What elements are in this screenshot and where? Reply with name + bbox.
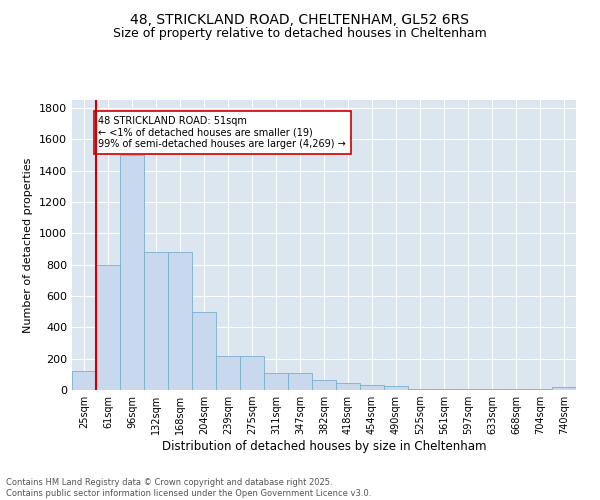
Text: 48, STRICKLAND ROAD, CHELTENHAM, GL52 6RS: 48, STRICKLAND ROAD, CHELTENHAM, GL52 6R…: [131, 12, 470, 26]
Bar: [528, 389, 552, 390]
Bar: [552, 387, 576, 390]
Bar: [408, 389, 432, 390]
Bar: [72, 371, 96, 390]
Bar: [504, 389, 528, 390]
Y-axis label: Number of detached properties: Number of detached properties: [23, 158, 34, 332]
Bar: [432, 389, 456, 390]
Bar: [480, 389, 504, 390]
Bar: [168, 252, 192, 390]
Bar: [456, 389, 480, 390]
Bar: [312, 380, 336, 390]
Text: 48 STRICKLAND ROAD: 51sqm
← <1% of detached houses are smaller (19)
99% of semi-: 48 STRICKLAND ROAD: 51sqm ← <1% of detac…: [98, 116, 346, 149]
Bar: [336, 383, 360, 390]
Bar: [216, 356, 240, 390]
Bar: [360, 386, 384, 390]
Bar: [384, 386, 408, 390]
X-axis label: Distribution of detached houses by size in Cheltenham: Distribution of detached houses by size …: [162, 440, 486, 453]
Bar: [264, 373, 288, 390]
Bar: [96, 264, 120, 390]
Bar: [192, 312, 216, 390]
Bar: [240, 356, 264, 390]
Bar: [144, 252, 168, 390]
Text: Contains HM Land Registry data © Crown copyright and database right 2025.
Contai: Contains HM Land Registry data © Crown c…: [6, 478, 371, 498]
Bar: [288, 373, 312, 390]
Text: Size of property relative to detached houses in Cheltenham: Size of property relative to detached ho…: [113, 28, 487, 40]
Bar: [120, 155, 144, 390]
